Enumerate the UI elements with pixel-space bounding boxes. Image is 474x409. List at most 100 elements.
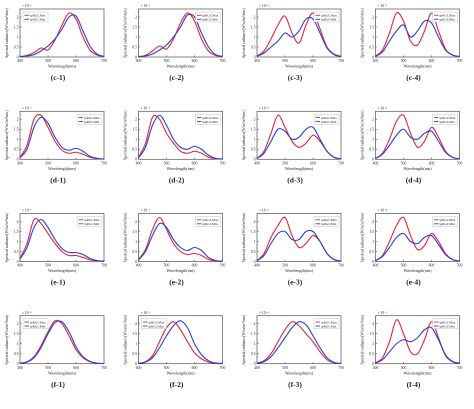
series-line-ipRGCMin [19,14,105,58]
x-axis-label: Wavelength(nm) [48,166,77,171]
y-tick-label: 0.5 [369,250,374,254]
legend-label-ipRGCMax: ipRGCMax [84,116,100,120]
series-line-ipRGCMin [138,222,223,262]
legend-box [195,11,221,23]
legend-label-ipRGCMin: ipRGCMin [84,120,100,124]
y-tick-label: 1.5 [369,332,374,336]
series-line-ipRGCMax [138,216,223,262]
series-line-ipRGCMin [19,218,105,262]
legend-box [313,216,340,227]
y-tick-label: 0 [372,55,374,59]
x-tick-label: 700 [101,264,107,268]
series-line-ipRGCMax [256,321,342,365]
x-tick-label: 500 [45,366,51,370]
y-tick-label: 0 [372,158,374,162]
x-tick-label: 700 [457,366,463,370]
x-axis-label: Wavelength(nm) [48,268,77,273]
legend-box [313,11,340,23]
x-axis-label: Wavelength(nm) [285,268,314,273]
legend-box [313,114,340,125]
y-tick-label: 1.5 [132,25,137,29]
x-tick-label: 400 [136,264,142,268]
x-tick-label: 600 [429,161,435,165]
panel-f-1: × 10⁻³ 0 0.5 1 1.5 2 400 500 600 700 Wavelength(nm… [4,311,107,389]
legend-label-ipRGCMax: ipRGCMax [321,218,337,222]
y-exponent-label: × 10⁻⁴ [378,106,388,110]
legend-label-ipRGCMin: ipRGCMin [321,18,337,22]
y-tick-label: 1 [17,35,19,39]
x-tick-label: 700 [101,161,107,165]
y-axis-label: Spectral radiance(W/sr/m²/nm) [123,110,128,160]
y-exponent-label: × 10⁻³ [141,311,151,315]
x-tick-label: 500 [45,59,51,63]
panel-label: (f-3) [288,380,302,389]
legend-label-ipRGCMax: ipRGCMax [440,320,456,324]
x-tick-label: 700 [338,366,344,370]
x-tick-label: 400 [373,366,379,370]
y-tick-label: 1.5 [132,128,137,132]
panel-label: (c-3) [288,73,303,82]
x-tick-label: 600 [310,366,316,370]
panel-label: (f-1) [51,380,65,389]
series-line-ipRGCMax [138,12,223,58]
y-axis-label: Spectral radiance(W/sr/m²/nm) [241,212,246,262]
x-axis-label: Wavelength(nm) [48,370,77,375]
panel-f-3: × 10⁻⁴ 0 0.5 1 1.5 2 400 500 600 700 Wavelength(nm… [241,311,344,389]
x-axis-label: Wavelength(nm) [285,166,314,171]
x-tick-label: 500 [401,161,407,165]
y-tick-label: 0.5 [14,148,19,152]
x-tick-label: 600 [310,59,316,63]
x-tick-label: 400 [373,161,379,165]
y-axis-label: Spectral radiance(W/sr/m²/nm) [4,314,9,364]
x-axis-label: Wavelength(nm) [403,268,432,273]
panel-label: (e-2) [169,278,184,287]
y-axis-label: Spectral radiance(W/sr/m²/nm) [241,7,246,57]
x-axis-label: Wavelength(nm) [285,370,314,375]
y-tick-label: 1 [372,240,374,244]
legend-box [313,318,340,329]
legend-label-ipRGCMin: ipRGCMin [440,324,456,328]
x-tick-label: 500 [282,264,288,268]
y-axis-label: Spectral radiance(W/sr/m²/nm) [4,212,9,262]
x-tick-label: 600 [429,366,435,370]
y-tick-label: 0 [135,158,137,162]
y-tick-label: 2 [372,15,374,19]
y-axis-label: Spectral radiance(W/sr/m²/nm) [360,212,365,262]
panel-d-3: × 10⁻⁴ 0 0.5 1 1.5 2 400 500 600 700 Wavelength(nm… [241,106,344,184]
y-tick-label: 0 [135,362,137,366]
y-tick-label: 1 [254,35,256,39]
y-tick-label: 1 [254,138,256,142]
series-line-ipRGCMin [256,321,342,365]
y-tick-label: 0 [254,158,256,162]
y-tick-label: 0 [372,362,374,366]
y-exponent-label: × 10⁻³ [141,209,151,213]
y-tick-label: 0.5 [132,45,137,49]
legend-label-ipRGCMax: ipRGCMax [440,116,456,120]
y-tick-label: 0.5 [251,352,256,356]
series-line-ipRGCMax [375,216,460,262]
series-line-ipRGCMin [375,19,460,58]
y-exponent-label: × 10⁻³ [141,4,151,8]
legend-label-ipRGCMax: ipRGCMax [321,116,337,120]
y-tick-label: 1.5 [251,230,256,234]
series-line-ipRGCMax [19,12,105,58]
x-tick-label: 400 [136,366,142,370]
plot-frame [138,315,223,365]
y-tick-label: 1.5 [251,332,256,336]
x-tick-label: 700 [338,59,344,63]
plot-frame [19,110,105,160]
plot-frame [256,110,342,160]
y-tick-label: 0 [254,362,256,366]
y-tick-label: 0 [135,260,137,264]
legend-label-ipRGCMax: ipRGCMax [203,116,219,120]
x-axis-label: Wavelength(nm) [48,64,77,69]
y-tick-label: 1.5 [14,25,19,29]
y-exponent-label: × 10⁻⁴ [259,311,269,315]
y-tick-label: 1 [372,138,374,142]
x-tick-label: 700 [338,161,344,165]
series-line-ipRGCMin [138,114,223,160]
y-tick-label: 0.5 [132,250,137,254]
legend-label-ipRGCMin: ipRGCMin [321,324,337,328]
y-exponent-label: × 10⁻³ [141,106,151,110]
x-tick-label: 400 [373,264,379,268]
